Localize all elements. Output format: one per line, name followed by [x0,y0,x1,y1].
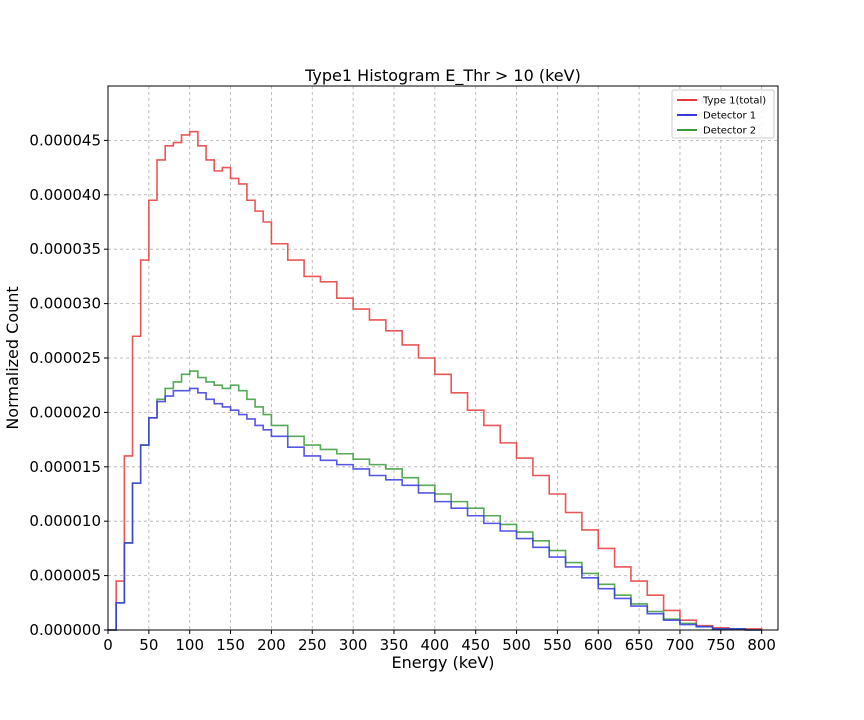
legend-box [671,89,775,139]
y-tick-label: 0.000000 [29,621,101,639]
legend-label: Detector 2 [703,126,756,137]
x-tick-label: 0 [103,636,113,654]
x-tick-label: 100 [175,636,204,654]
legend-label: Detector 1 [703,111,756,122]
x-tick-label: 200 [257,636,286,654]
x-tick-label: 300 [339,636,368,654]
y-tick-label: 0.000035 [29,240,101,258]
x-axis: 0 50 100 150 200 250 300 350 400 450 500 550 600 650 7… [103,630,776,654]
y-tick-label: 0.000010 [29,512,101,530]
y-tick-label: 0.000005 [29,567,101,585]
x-tick-label: 600 [584,636,613,654]
x-tick-label: 50 [139,636,158,654]
y-tick-label: 0.000040 [29,186,101,204]
x-tick-label: 800 [747,636,776,654]
y-tick-label: 0.000045 [29,131,101,149]
x-tick-label: 350 [380,636,409,654]
grid-lines [107,86,778,631]
x-tick-label: 150 [216,636,245,654]
x-tick-label: 500 [502,636,531,654]
y-tick-label: 0.000025 [29,349,101,367]
y-tick-label: 0.000020 [29,403,101,421]
x-tick-label: 700 [666,636,695,654]
x-tick-label: 750 [706,636,735,654]
chart-title: Type1 Histogram E_Thr > 10 (keV) [304,66,581,86]
y-tick-label: 0.000015 [29,458,101,476]
y-axis-title: Normalized Count [3,286,22,429]
series-line-1 [108,130,763,631]
x-tick-label: 400 [421,636,450,654]
legend: Type 1(total) Detector 1 Detector 2 [671,89,775,139]
x-tick-label: 550 [543,636,572,654]
x-axis-title: Energy (keV) [391,653,494,672]
plot-frame [107,85,779,631]
legend-label: Type 1(total) [702,96,766,107]
x-tick-label: 650 [625,636,654,654]
x-tick-label: 250 [298,636,327,654]
series-line-2 [108,387,762,631]
x-tick-label: 450 [461,636,490,654]
y-tick-label: 0.000030 [29,295,101,313]
y-axis: 0.000000 0.000005 0.000010 0.000015 0.000020… [29,131,108,639]
series-group [108,130,763,631]
